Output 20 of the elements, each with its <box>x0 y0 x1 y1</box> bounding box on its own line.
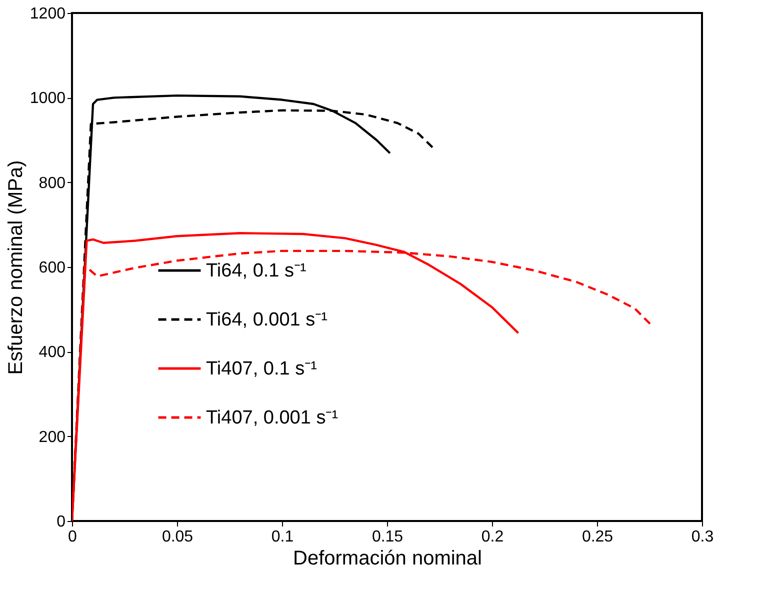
y-axis-title: Esfuerzo nominal (MPa) <box>4 160 27 375</box>
y-tick-label: 400 <box>38 344 66 362</box>
legend-label: Ti407, 0.1 s⁻¹ <box>206 358 317 380</box>
y-tick-label: 1000 <box>30 90 66 108</box>
y-tick-label: 200 <box>38 428 66 446</box>
y-tick-label: 0 <box>56 514 66 530</box>
x-tick-label: 0.3 <box>691 528 714 546</box>
x-axis-title: Deformación nominal <box>293 548 482 570</box>
legend-label: Ti407, 0.001 s⁻¹ <box>206 408 338 428</box>
x-tick-label: 0.15 <box>372 528 404 546</box>
x-tick-label: 0.05 <box>162 528 194 546</box>
y-tick-label: 1200 <box>30 6 66 22</box>
y-tick-label: 800 <box>38 174 66 192</box>
x-tick-label: 0.2 <box>481 528 504 546</box>
x-tick-label: 0 <box>68 528 78 546</box>
x-tick-label: 0.25 <box>582 528 614 546</box>
legend-label: Ti64, 0.1 s⁻¹ <box>206 260 306 282</box>
y-tick-label: 600 <box>38 260 66 276</box>
x-tick-label: 0.1 <box>271 528 294 546</box>
legend-label: Ti64, 0.001 s⁻¹ <box>206 310 328 330</box>
